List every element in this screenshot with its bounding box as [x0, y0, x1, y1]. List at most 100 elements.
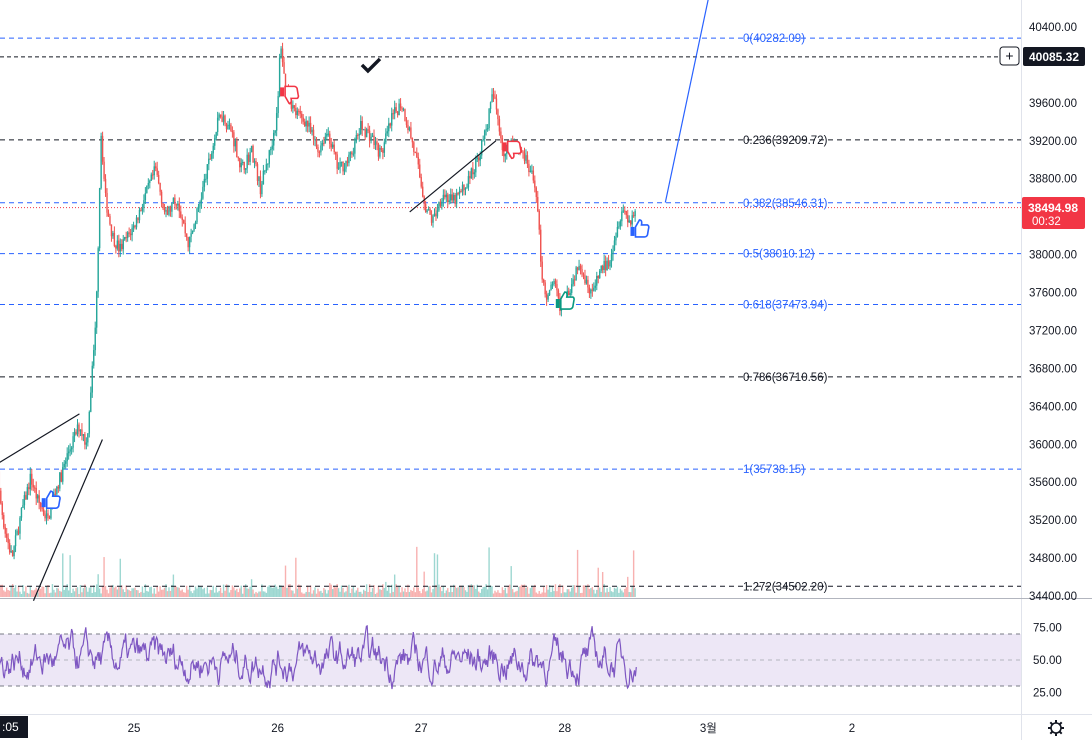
volume-bar: [60, 591, 62, 597]
candle-body: [177, 203, 179, 206]
volume-bar: [255, 591, 257, 597]
candle-body: [625, 210, 627, 216]
candle-body: [265, 164, 268, 171]
candle-body: [352, 153, 355, 155]
candle-body: [112, 232, 114, 237]
candle-body: [407, 124, 409, 131]
trend-line[interactable]: [664, 0, 709, 203]
candle-body: [308, 122, 310, 127]
candle-body: [379, 147, 381, 157]
trend-line[interactable]: [0, 413, 80, 468]
volume-bar: [433, 553, 436, 597]
thumb-down-icon[interactable]: [280, 85, 300, 105]
fib-level-label: 1(35738.15): [743, 464, 805, 476]
candle-body: [174, 197, 176, 205]
volume-bar: [360, 591, 362, 597]
volume-bar: [554, 584, 557, 597]
trend-line[interactable]: [409, 140, 497, 213]
candle-body: [270, 149, 272, 151]
candle-body: [559, 298, 561, 311]
checkmark-icon[interactable]: [360, 57, 382, 74]
alert-price-badge[interactable]: + 40085.32: [999, 46, 1085, 66]
candle-body: [557, 290, 560, 299]
thumb-up-icon[interactable]: [41, 490, 61, 509]
candle-body: [531, 170, 533, 172]
plus-icon[interactable]: +: [1005, 48, 1013, 64]
thumb-up-icon[interactable]: [630, 219, 650, 238]
candle-body: [494, 96, 496, 99]
volume-bar: [380, 589, 383, 597]
time-tick-label: 27: [415, 723, 428, 735]
settings-gear-icon[interactable]: [1048, 720, 1064, 736]
candle-body: [132, 225, 135, 228]
volume-bar: [181, 589, 183, 597]
candle-body: [451, 194, 453, 201]
candle-body: [534, 180, 536, 188]
volume-bar: [249, 586, 251, 597]
trend-line[interactable]: [32, 439, 103, 601]
volume-bar: [591, 587, 594, 597]
volume-bar: [455, 587, 458, 597]
thumb-up-icon[interactable]: [555, 291, 575, 310]
volume-bar: [208, 593, 210, 597]
candle-body: [137, 217, 139, 221]
volume-bar: [509, 584, 511, 597]
volume-bar: [451, 592, 453, 597]
candle-body: [247, 154, 250, 162]
candle-body: [317, 147, 319, 152]
candle-body: [222, 115, 225, 122]
volume-bar: [460, 585, 462, 597]
volume-bar: [174, 586, 176, 597]
candle-body: [333, 144, 335, 152]
volume-bar: [371, 588, 374, 597]
candle-body: [569, 292, 571, 296]
candle-body: [541, 261, 543, 280]
volume-bar: [613, 587, 616, 597]
candle-body: [11, 550, 14, 557]
candle-body: [345, 160, 347, 169]
volume-bar: [441, 591, 443, 597]
candle-body: [35, 487, 37, 499]
candle-body: [212, 145, 214, 154]
volume-bar: [26, 592, 29, 597]
volume-bar: [442, 585, 445, 597]
candle-body: [365, 129, 368, 138]
volume-bar: [587, 584, 589, 597]
candle-body: [258, 176, 260, 181]
volume-bar: [35, 587, 37, 597]
candle-body: [355, 135, 358, 142]
volume-bar: [270, 585, 272, 597]
candle-body: [542, 279, 545, 283]
candle-body: [48, 515, 51, 519]
volume-bar: [54, 592, 57, 597]
candle-body: [476, 157, 478, 160]
volume-bar: [187, 589, 189, 597]
candle-body: [360, 120, 362, 134]
volume-bar: [25, 586, 27, 597]
candle-body: [69, 449, 71, 452]
candle-body: [632, 215, 635, 217]
thumb-down-icon[interactable]: [502, 140, 522, 160]
candle-body: [529, 170, 532, 173]
candle-body: [616, 227, 619, 237]
candle-body: [463, 184, 465, 190]
candle-body: [302, 117, 304, 122]
candle-body: [309, 122, 312, 133]
volume-bar: [346, 585, 349, 597]
volume-bar: [377, 585, 380, 597]
candle-body: [461, 184, 464, 192]
candle-body: [242, 161, 244, 163]
candle-body: [216, 117, 219, 133]
candle-body: [478, 157, 480, 161]
candle-body: [3, 515, 5, 528]
volume-bar: [36, 592, 39, 597]
volume-bar: [140, 591, 142, 597]
candle-body: [553, 280, 555, 285]
volume-bar: [393, 574, 396, 597]
volume-bar: [405, 592, 408, 597]
volume-bar: [202, 589, 204, 597]
volume-bar: [351, 588, 353, 597]
candle-body: [296, 110, 299, 116]
candle-body: [118, 240, 120, 252]
